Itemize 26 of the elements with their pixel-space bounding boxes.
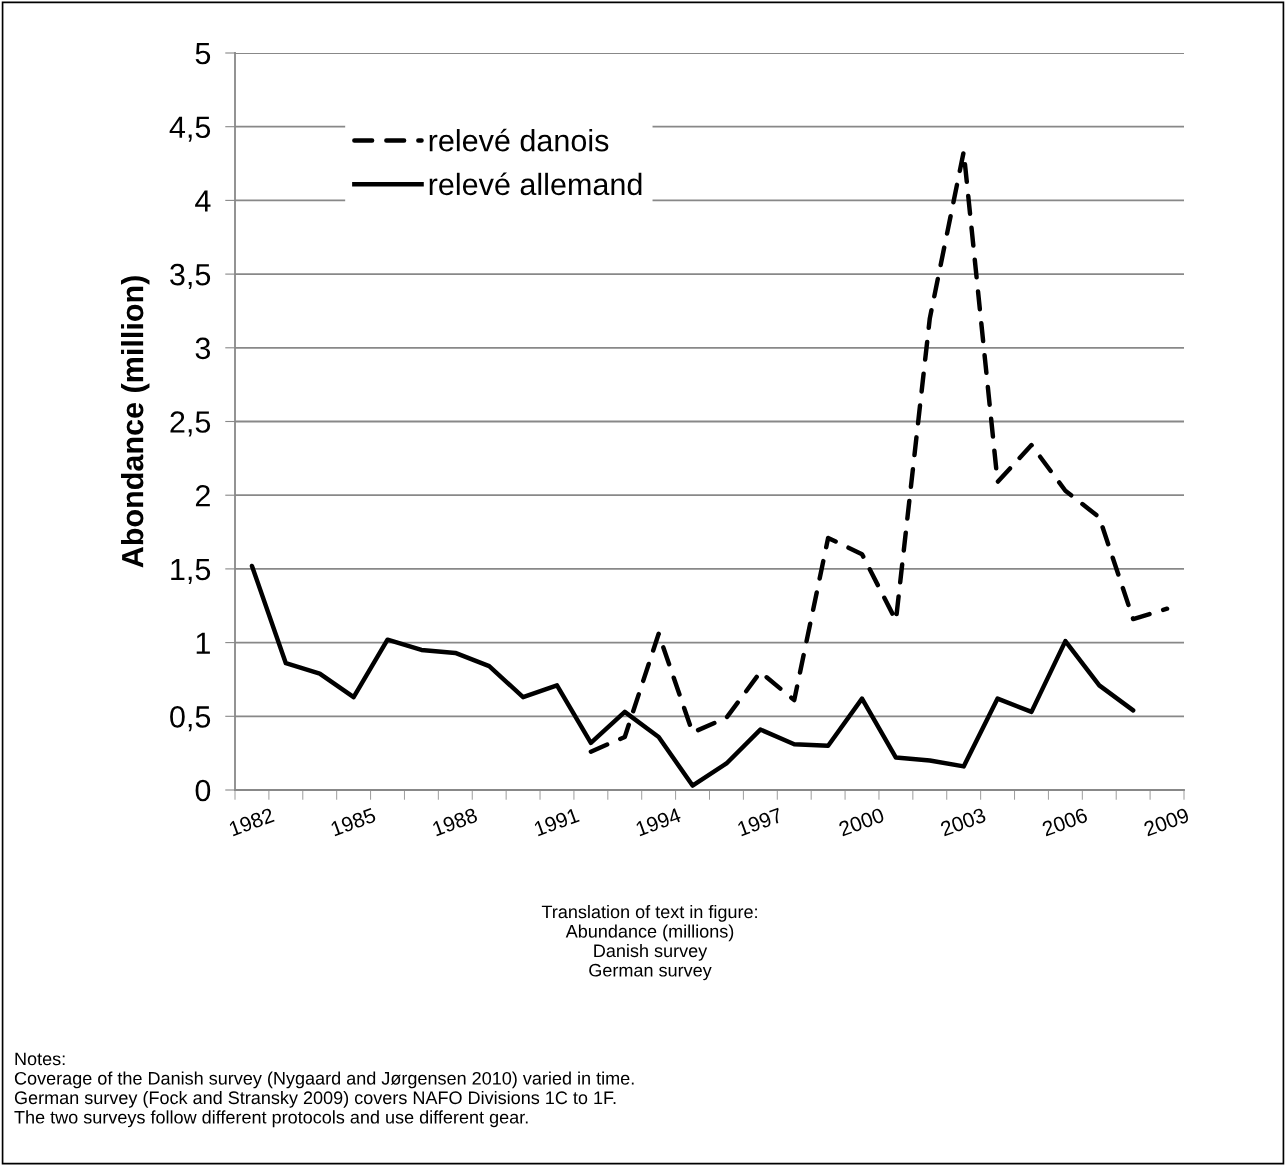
x-tick-label: 2009 [1143, 807, 1190, 837]
y-tick-label: 2 [195, 484, 210, 507]
text: Notes: Coverage of the Danish survey (Nygaard and Jørgensen 2010) varied in time. German survey (Fock and Stransky 2009) covers NAFO Divisions 1C to 1F. The two surveys follow different protocols and use different gear. [14, 1052, 634, 1128]
x-tick-label: 1985 [330, 807, 377, 837]
y-tick-label: 1,5 [171, 558, 211, 584]
x-tick-label: 1994 [635, 807, 682, 837]
y-tick-label: 2,5 [170, 411, 211, 437]
text: Translation of text in figure: Abundance (millions) Danish survey German survey [541, 905, 757, 981]
x-tick-label: 1982 [228, 807, 275, 837]
legend-label: relevé allemand [429, 172, 642, 196]
x-tick-label: 2000 [838, 807, 885, 837]
y-tick-label: 4 [195, 190, 211, 212]
y-axis-title: Abondance (million) [120, 276, 150, 568]
y-tick-label: 1 [196, 632, 210, 654]
legend-label: relevé danois [429, 128, 609, 152]
y-tick-label: 5 [195, 43, 211, 65]
x-tick-label: 1997 [736, 807, 784, 837]
y-tick-label: 3,5 [170, 263, 211, 290]
y-tick-label: 3 [195, 337, 211, 360]
y-tick-label: 0 [195, 779, 211, 802]
x-tick-label: 2006 [1041, 807, 1089, 837]
x-tick-label: 1991 [533, 807, 580, 837]
x-tick-label: 1988 [431, 807, 479, 837]
y-tick-label: 0,5 [170, 706, 211, 732]
x-tick-label: 2003 [939, 807, 987, 837]
y-tick-label: 4,5 [169, 116, 211, 142]
